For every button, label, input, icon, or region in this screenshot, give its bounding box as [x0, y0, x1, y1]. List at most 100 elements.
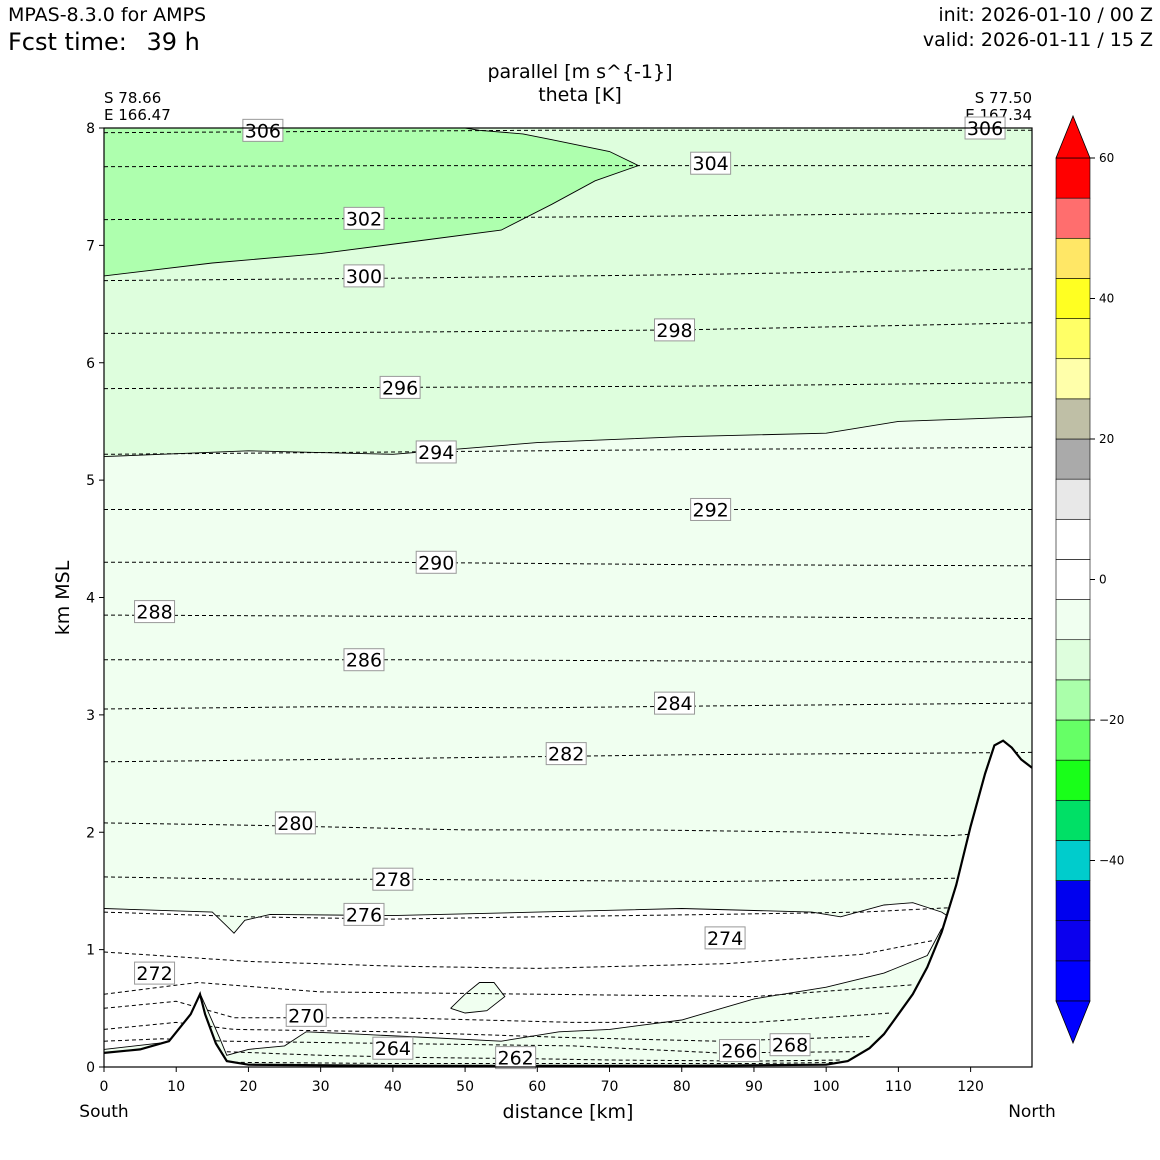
- colorbar-segment: [1055, 157, 1091, 199]
- y-axis-label: km MSL: [52, 560, 74, 635]
- forecast-time-value: 39 h: [146, 28, 200, 56]
- terrain-fill: [104, 740, 1032, 1067]
- theta-label-box: [372, 1036, 414, 1060]
- theta-label-266: 266: [719, 1039, 761, 1063]
- chart-title-1: parallel [m s^{-1}]: [487, 61, 672, 83]
- colorbar-segment: [1055, 518, 1091, 560]
- colorbar-segment: [1055, 278, 1091, 319]
- colorbar: 60 40 20 0 −20 −40: [1055, 114, 1124, 1045]
- theta-label-box: [274, 811, 316, 835]
- theta-label-box: [379, 375, 421, 399]
- theta-contour-306: [104, 129, 1032, 134]
- parallel-contour-0: [104, 902, 957, 934]
- y-tick-label: 6: [86, 356, 95, 372]
- theta-label-box: [134, 961, 176, 985]
- theta-label-280: 280: [274, 811, 316, 835]
- y-tick-label: 3: [86, 708, 95, 724]
- colorbar-segment: [1055, 960, 1091, 1002]
- y-tick-label: 2: [86, 825, 95, 841]
- theta-label-box: [242, 118, 284, 142]
- fill-small-cell: [450, 982, 505, 1013]
- theta-label-box: [343, 648, 385, 672]
- theta-label-box: [134, 600, 176, 624]
- theta-contour-300: [104, 268, 1032, 282]
- x-tick-label: 80: [673, 1079, 691, 1095]
- theta-label-text: 280: [277, 813, 313, 835]
- x-axis-label: distance [km]: [503, 1101, 634, 1123]
- x-tick-label: 110: [885, 1079, 912, 1095]
- y-tick-label: 1: [86, 943, 95, 959]
- colorbar-segment: [1055, 679, 1091, 721]
- theta-label-box: [690, 497, 732, 521]
- colorbar-segment: [1055, 719, 1091, 761]
- theta-label-278: 278: [372, 867, 414, 891]
- y-tick-label: 0: [86, 1060, 95, 1076]
- theta-contour-296: [104, 382, 1032, 390]
- y-tick-label: 8: [86, 121, 95, 137]
- x-axis: 0 10 20 30 40 50 60 70 80 90 100 110 120: [100, 1067, 984, 1095]
- colorbar-segment: [1055, 799, 1091, 841]
- model-title: MPAS-8.3.0 for AMPS: [8, 4, 207, 26]
- theta-label-text: 286: [346, 650, 382, 672]
- theta-label-text: 272: [136, 963, 172, 985]
- colorbar-tick-label: 0: [1099, 573, 1107, 587]
- theta-label-304: 304: [690, 151, 732, 175]
- fill-strong-negative: [104, 128, 639, 276]
- theta-contour-304: [104, 165, 1032, 168]
- theta-label-text: 278: [375, 869, 411, 891]
- colorbar-segment: [1055, 599, 1091, 641]
- theta-label-text: 282: [548, 744, 584, 766]
- y-tick-label: 7: [86, 238, 95, 254]
- theta-label-box: [415, 550, 457, 574]
- x-tick-label: 120: [957, 1079, 984, 1095]
- parallel-contour-4: [104, 928, 943, 1056]
- theta-label-box: [495, 1046, 537, 1070]
- colorbar-tick-label: −20: [1099, 713, 1124, 727]
- theta-contour-290: [104, 561, 1032, 567]
- parallel-contours: [104, 128, 1032, 1056]
- theta-label-box: [690, 151, 732, 175]
- theta-label-box: [769, 1033, 811, 1057]
- colorbar-segment: [1055, 840, 1091, 881]
- theta-label-text: 288: [136, 602, 172, 624]
- valid-time: valid: 2026-01-11 / 15 Z: [922, 29, 1153, 51]
- colorbar-segment: [1055, 318, 1091, 360]
- theta-contour-274: [104, 939, 935, 969]
- x-tick-label: 70: [601, 1079, 619, 1095]
- colorbar-tick-label: −40: [1099, 854, 1124, 868]
- theta-label-box: [654, 318, 696, 342]
- theta-contour-288: [104, 614, 1032, 620]
- colorbar-segment: [1055, 358, 1091, 400]
- theta-label-284: 284: [654, 691, 696, 715]
- x-tick-label: 20: [240, 1079, 258, 1095]
- theta-contour-282: [104, 751, 1032, 763]
- theta-label-302: 302: [343, 206, 385, 230]
- theta-label-276: 276: [343, 902, 385, 926]
- y-axis: 0 1 2 3 4 5 6 7 8: [86, 121, 104, 1076]
- parallel-contour-1: [104, 416, 1032, 458]
- terrain: [104, 739, 1032, 1067]
- theta-label-text: 266: [721, 1041, 757, 1063]
- x-tick-label: 10: [167, 1079, 185, 1095]
- start-lat: S 78.66: [104, 89, 161, 107]
- theta-contour-286: [104, 659, 1032, 663]
- y-tick-label: 4: [86, 591, 95, 607]
- x-tick-label: 0: [100, 1079, 109, 1095]
- theta-contour-270: [104, 1000, 892, 1023]
- theta-contour-labels: 262 264 266 268 270 272 274 276 278 280 282 284 286 2…: [134, 116, 1006, 1070]
- theta-contour-278: [104, 876, 1032, 883]
- colorbar-segment: [1055, 438, 1091, 480]
- theta-label-298: 298: [654, 318, 696, 342]
- theta-label-text: 306: [967, 118, 1003, 140]
- colorbar-max-arrow: [1055, 114, 1091, 159]
- south-label: South: [79, 1102, 128, 1122]
- theta-label-text: 298: [656, 320, 692, 342]
- theta-label-text: 270: [288, 1005, 324, 1027]
- theta-contour-298: [104, 322, 1032, 334]
- theta-label-288: 288: [134, 600, 176, 624]
- theta-label-text: 274: [707, 928, 743, 950]
- theta-label-text: 302: [346, 208, 382, 230]
- parallel-contour-2: [104, 128, 640, 277]
- forecast-time: Fcst time: 39 h: [8, 28, 200, 56]
